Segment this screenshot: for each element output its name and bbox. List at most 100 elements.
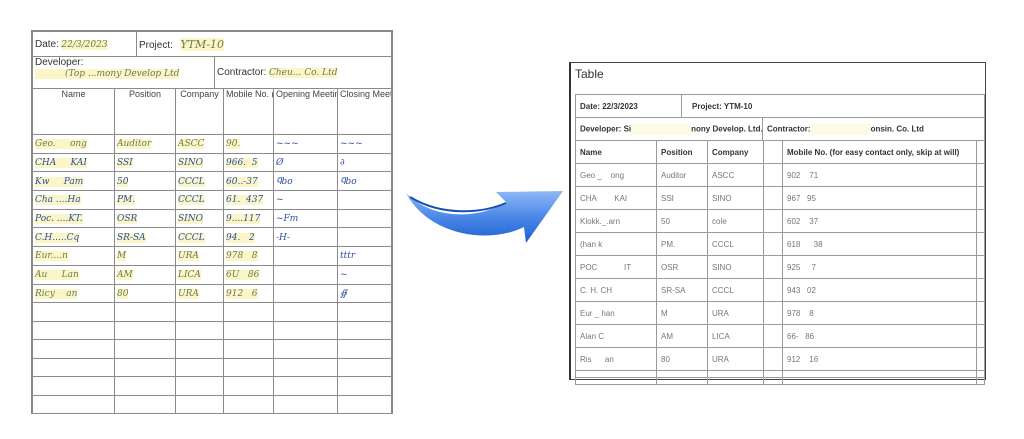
form-cell: ~~~ — [337, 134, 392, 154]
result-grid: Name Position Company Mobile No. (for easy … — [575, 140, 985, 385]
redaction — [631, 123, 692, 135]
form-cell — [273, 376, 338, 396]
form-cell — [337, 357, 392, 378]
curved-arrow-right-icon — [406, 191, 563, 243]
result-cell: SINO — [707, 186, 764, 210]
handwritten-entry: ∯ — [340, 288, 348, 299]
form-cell — [337, 339, 392, 359]
form-cell — [114, 302, 176, 322]
handwritten-entry: Auditor — [117, 139, 152, 150]
form-cell — [273, 302, 338, 322]
form-date-value: 22/3/2023 — [61, 39, 108, 50]
form-cell: PM. — [114, 190, 176, 210]
form-row: Geo. ong Auditor ASCC 90. ~~~ ~~~ — [32, 134, 392, 154]
result-cell — [976, 232, 985, 256]
handwritten-entry: AM — [117, 270, 133, 281]
result-cell: (han k — [575, 232, 657, 256]
form-cell — [175, 320, 224, 341]
form-empty-row — [32, 339, 392, 359]
result-cell — [763, 163, 783, 187]
result-cell: Klokk._.arn — [575, 209, 657, 233]
form-cell — [32, 320, 115, 341]
table-window: Table Date: 22/3/2023 Project: YTM-10 Dev… — [569, 62, 986, 385]
result-cell — [976, 301, 985, 325]
handwritten-entry: ~Fm — [276, 214, 299, 225]
form-cell: Ricy an — [32, 283, 115, 304]
form-cell — [114, 394, 176, 415]
form-cell — [337, 376, 392, 396]
form-cell — [273, 339, 338, 359]
form-cell: SR-SA — [114, 227, 176, 248]
form-column-header: Mobile No. (for easy contact only, skip … — [223, 88, 274, 135]
handwritten-entry: 61. 437 — [226, 195, 264, 206]
form-empty-row — [32, 320, 392, 341]
result-cell: POC IT — [575, 255, 657, 279]
form-cell — [114, 339, 176, 359]
handwritten-entry: Cha ....Ha — [35, 195, 81, 206]
result-cell — [763, 186, 783, 210]
handwritten-entry: Ricy an — [35, 288, 78, 299]
result-cell — [976, 377, 985, 385]
form-cell: Ø — [273, 152, 338, 173]
result-row: Ris an 80 URA 912 16 — [575, 347, 985, 371]
handwritten-entry: SINO — [178, 214, 203, 225]
form-row: Kw Pam 50 CCCL 60..-37 Ꮔbo Ꮔbo — [32, 171, 392, 192]
form-cell — [223, 302, 274, 322]
result-cell: Ris an — [575, 347, 657, 371]
form-cell — [223, 320, 274, 341]
result-row: CHA KAI SSI SINO 967 95 — [575, 186, 985, 210]
result-column-header: Mobile No. (for easy contact only, skip … — [782, 140, 977, 164]
result-cell — [763, 209, 783, 233]
result-cell — [976, 370, 985, 378]
result-cell: AM — [656, 324, 708, 348]
result-row: Eur _ han M URA 978 8 — [575, 301, 985, 325]
result-cell: cole — [707, 209, 764, 233]
handwritten-entry: Eur....n — [35, 251, 68, 262]
result-cell: Eur _ han — [575, 301, 657, 325]
handwritten-entry: 912 6 — [226, 288, 258, 299]
result-cell — [763, 377, 783, 385]
result-cell: SINO — [707, 255, 764, 279]
handwritten-entry: ~~~ — [276, 139, 299, 150]
form-project-value: YTM-10 — [180, 37, 224, 51]
form-cell: ~ — [337, 264, 392, 285]
result-cell — [575, 370, 657, 378]
form-cell: URA — [175, 246, 224, 266]
form-cell — [223, 394, 274, 415]
form-cell: Eur....n — [32, 246, 115, 266]
form-cell — [273, 320, 338, 341]
result-cell — [976, 324, 985, 348]
form-cell — [337, 190, 392, 210]
result-cell — [763, 370, 783, 378]
form-cell: C.H.....Cq — [32, 227, 115, 248]
form-row: Eur....n M URA 978 8 tttr — [32, 246, 392, 266]
form-cell — [32, 394, 115, 415]
form-cell: Poc. ....KT. — [32, 208, 115, 229]
result-cell — [763, 232, 783, 256]
form-contractor-cell: Contractor: Cheu... Co. Ltd — [214, 56, 392, 89]
form-cell: ∯ — [337, 283, 392, 304]
result-cell — [575, 377, 657, 385]
result-column-header: Company — [707, 140, 764, 164]
result-cell — [782, 370, 977, 378]
form-empty-row — [32, 357, 392, 378]
form-cell: 94. 2 — [223, 227, 274, 248]
handwritten-entry: 9....117 — [226, 214, 261, 225]
result-row: C. H. CH SR-SA CCCL 943 02 — [575, 278, 985, 302]
form-column-header: Name — [32, 88, 115, 135]
form-empty-row — [32, 302, 392, 322]
form-cell: 50 — [114, 171, 176, 192]
result-cell — [707, 370, 764, 378]
handwritten-entry: ~ — [340, 270, 348, 281]
form-cell — [223, 357, 274, 378]
form-cell: Auditor — [114, 134, 176, 154]
form-cell — [175, 339, 224, 359]
form-cell: ~ — [273, 190, 338, 210]
result-empty-row — [575, 370, 985, 378]
result-cell — [707, 377, 764, 385]
result-row: Alan C AM LICA 66- 86 — [575, 324, 985, 348]
handwritten-form: Date: 22/3/2023 Project: YTM-10 Develope… — [31, 30, 393, 415]
result-row: POC IT OSR SINO 925 7 — [575, 255, 985, 279]
form-contractor-value: Cheu... Co. Ltd — [268, 68, 338, 78]
form-cell: ~Fm — [273, 208, 338, 229]
